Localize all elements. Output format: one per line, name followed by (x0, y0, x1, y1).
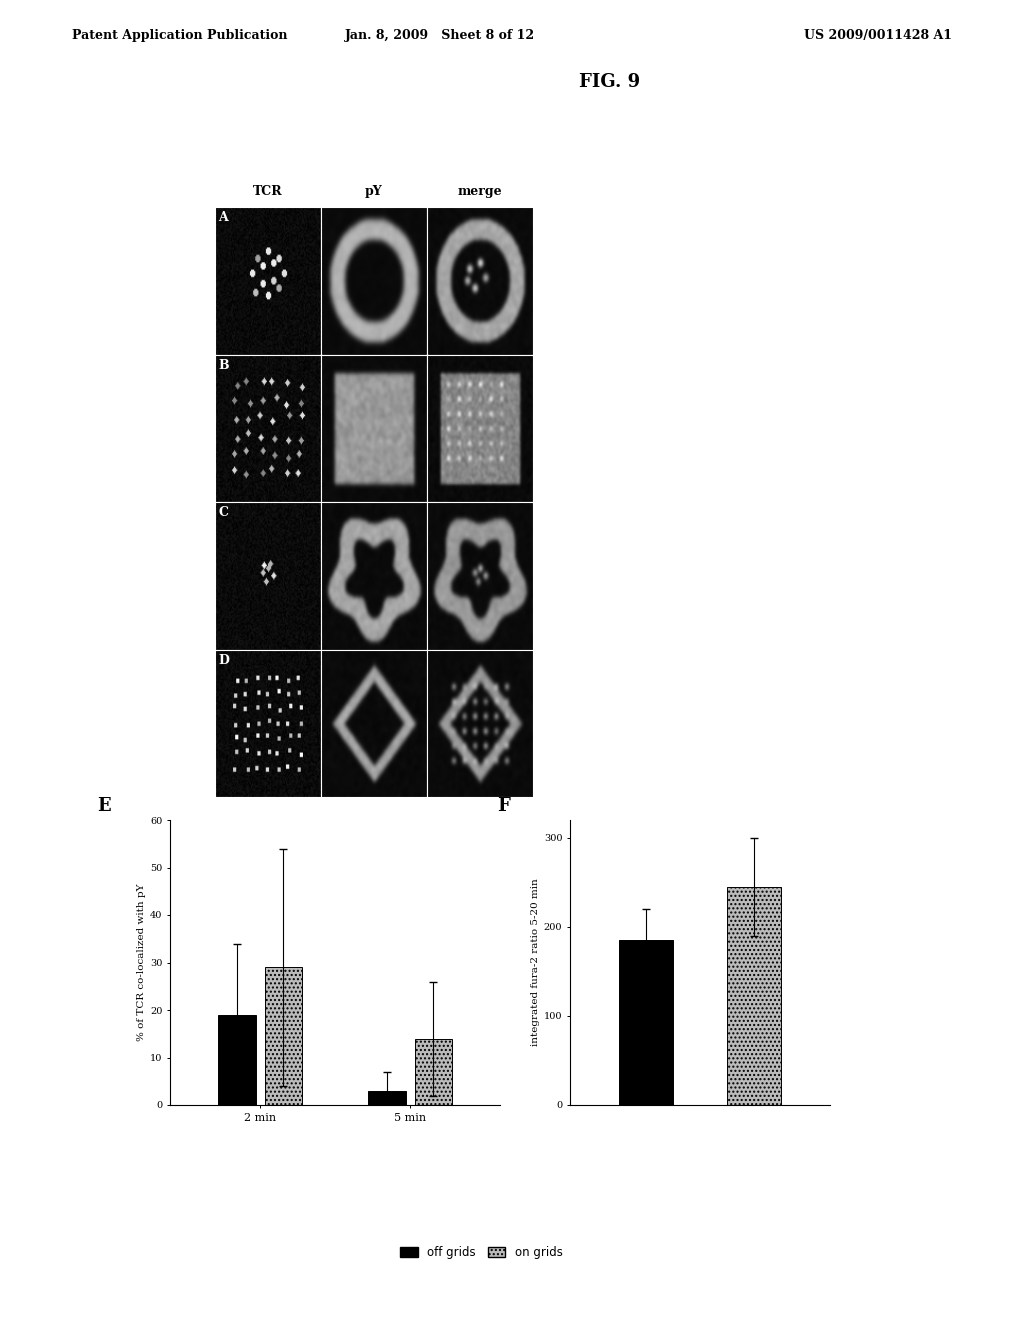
Text: US 2009/0011428 A1: US 2009/0011428 A1 (804, 29, 952, 42)
Bar (218, 1015, 256, 1105)
Bar (368, 1090, 406, 1105)
Text: D: D (218, 653, 229, 667)
Bar (618, 940, 673, 1105)
Text: Jan. 8, 2009   Sheet 8 of 12: Jan. 8, 2009 Sheet 8 of 12 (345, 29, 536, 42)
Bar (264, 968, 302, 1105)
Bar (415, 1039, 452, 1105)
Text: TCR: TCR (253, 185, 283, 198)
Text: FIG. 9: FIG. 9 (579, 73, 640, 91)
Text: pY: pY (366, 185, 383, 198)
Legend: off grids, on grids: off grids, on grids (395, 1242, 567, 1265)
Text: Patent Application Publication: Patent Application Publication (72, 29, 287, 42)
Text: B: B (218, 359, 228, 372)
Bar (727, 887, 781, 1105)
Text: merge: merge (458, 185, 503, 198)
Text: F: F (498, 797, 510, 816)
Y-axis label: % of TCR co-localized with pY: % of TCR co-localized with pY (137, 884, 145, 1041)
Text: E: E (97, 797, 111, 816)
Text: C: C (218, 507, 228, 520)
Text: A: A (218, 211, 228, 224)
Y-axis label: integrated fura-2 ratio 5-20 min: integrated fura-2 ratio 5-20 min (530, 879, 540, 1047)
